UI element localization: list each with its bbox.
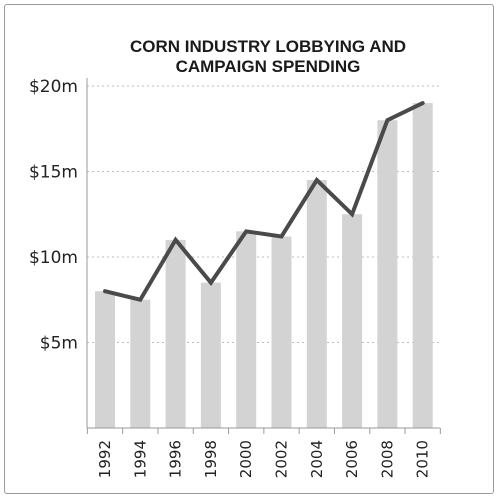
x-tick-label: 2010 <box>414 440 432 478</box>
y-tick-label: $5m <box>40 334 78 354</box>
bar <box>342 214 363 428</box>
trend-line <box>103 101 425 303</box>
grid-lines <box>87 85 440 343</box>
x-tick-label: 1992 <box>96 440 114 478</box>
x-tick-label: 2002 <box>273 440 291 478</box>
x-tick-label: 1996 <box>167 440 185 478</box>
x-tick-label: 1994 <box>131 440 149 478</box>
bar <box>412 103 433 428</box>
bar <box>130 299 151 428</box>
x-tick-label: 2004 <box>308 440 326 478</box>
bar <box>236 231 257 428</box>
chart-title-line-1: CORN INDUSTRY LOBBYING AND <box>130 37 406 56</box>
y-tick-label: $10m <box>29 248 78 268</box>
bar <box>165 239 186 428</box>
x-tick-label: 2006 <box>343 440 361 478</box>
bars <box>95 103 433 428</box>
x-tick-label: 1998 <box>202 440 220 478</box>
y-tick-label: $15m <box>29 163 78 183</box>
y-tick-label: $20m <box>29 77 78 97</box>
bar <box>271 236 292 428</box>
bar <box>306 180 327 428</box>
y-tick-labels: $5m $10m $15m $20m <box>29 77 78 354</box>
trend-line-path <box>103 101 425 303</box>
x-tick-label: 2008 <box>378 440 396 478</box>
bar <box>200 282 221 428</box>
chart-title-line-2: CAMPAIGN SPENDING <box>176 57 361 76</box>
x-tick-labels: 1992 1994 1996 1998 2000 2002 2004 2006 2008 2010 <box>96 440 432 478</box>
bar <box>377 120 398 428</box>
bar <box>95 291 115 428</box>
axes <box>86 78 441 434</box>
x-tick-label: 2000 <box>237 440 255 478</box>
